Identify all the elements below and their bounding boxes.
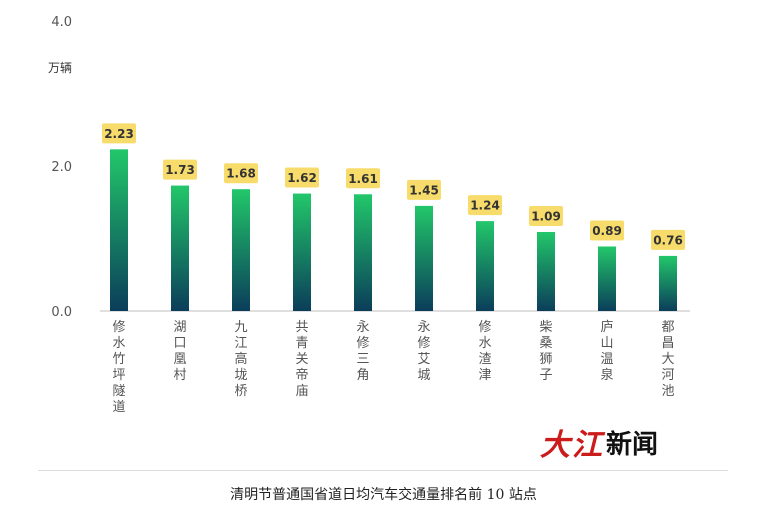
data-label: 1.09 bbox=[531, 209, 561, 223]
data-label: 0.76 bbox=[653, 233, 683, 247]
chart-caption: 清明节普通国省道日均汽车交通量排名前 10 站点 bbox=[230, 487, 537, 503]
category-label: 修水渣津 bbox=[478, 320, 491, 383]
data-label-badge bbox=[590, 220, 624, 241]
y-tick-label: 0.0 bbox=[51, 305, 72, 320]
data-label: 1.62 bbox=[287, 171, 317, 185]
category-label: 共青关帝庙 bbox=[295, 320, 308, 399]
data-label-badge bbox=[102, 123, 136, 144]
logo-black-text: 新闻 bbox=[606, 429, 659, 460]
category-label: 修水竹坪隧道 bbox=[112, 320, 125, 415]
bar-chart: 0.0 2.0 4.0 万辆 2.23 1.73 1.68 1.62 1.61 1.45 1.24… bbox=[48, 15, 690, 415]
category-label: 永修艾城 bbox=[417, 320, 430, 383]
y-tick-label: 4.0 bbox=[51, 15, 72, 30]
category-label: 柴桑狮子 bbox=[539, 320, 552, 383]
bar bbox=[415, 205, 433, 311]
y-tick-label: 2.0 bbox=[51, 160, 72, 175]
bar bbox=[171, 185, 189, 311]
data-label: 1.73 bbox=[165, 163, 195, 177]
data-label-badge bbox=[651, 229, 685, 250]
data-label-badge bbox=[285, 167, 319, 188]
logo-red-text: 大江 bbox=[540, 428, 604, 463]
data-label: 1.61 bbox=[348, 172, 378, 186]
data-label: 1.45 bbox=[409, 183, 439, 197]
category-label: 庐山温泉 bbox=[600, 320, 613, 383]
category-label: 永修三角 bbox=[356, 320, 369, 383]
data-label-badge bbox=[468, 195, 502, 216]
chart-panel: 0.0 2.0 4.0 万辆 2.23 1.73 1.68 1.62 1.61 1.45 1.24… bbox=[38, 0, 728, 471]
bar bbox=[659, 255, 677, 311]
data-label-badge bbox=[407, 179, 441, 200]
data-label-badge bbox=[163, 159, 197, 180]
bar bbox=[354, 194, 372, 311]
bar bbox=[232, 189, 250, 311]
bar bbox=[293, 193, 311, 311]
bar bbox=[476, 221, 494, 311]
data-label: 1.24 bbox=[470, 199, 500, 213]
data-label: 2.23 bbox=[104, 127, 134, 141]
data-label-badge bbox=[529, 205, 563, 226]
data-label: 0.89 bbox=[592, 224, 622, 238]
dajiang-news-logo: 大江 新闻 bbox=[540, 422, 659, 463]
data-label: 1.68 bbox=[226, 167, 256, 181]
bar bbox=[110, 149, 128, 311]
bar bbox=[537, 231, 555, 311]
category-label: 湖口凰村 bbox=[173, 320, 186, 383]
category-label: 都昌大河池 bbox=[661, 320, 674, 399]
bar bbox=[598, 246, 616, 311]
data-label-badge bbox=[224, 163, 258, 184]
y-axis-unit: 万辆 bbox=[48, 61, 72, 75]
category-label: 九江高垅桥 bbox=[234, 320, 247, 399]
data-label-badge bbox=[346, 168, 380, 189]
